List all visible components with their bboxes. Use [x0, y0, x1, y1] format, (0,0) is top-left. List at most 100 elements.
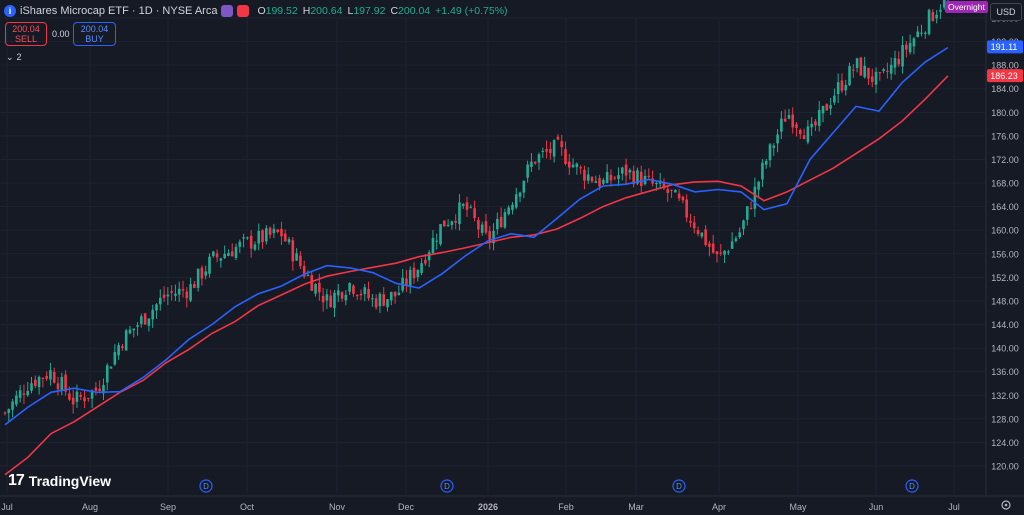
dividend-marker[interactable]: D — [905, 479, 919, 493]
candle-body — [443, 220, 446, 227]
candle-body — [787, 115, 791, 119]
candle-body — [749, 207, 753, 209]
low-value: 197.92 — [353, 5, 386, 17]
ma-slow-line — [4, 75, 949, 476]
dividend-marker[interactable]: D — [672, 479, 686, 493]
candle-body — [689, 220, 692, 223]
buy-button[interactable]: 200.04 BUY — [73, 22, 116, 46]
candle-body — [336, 290, 340, 296]
dividend-marker[interactable]: D — [199, 479, 213, 493]
candle-body — [367, 289, 370, 299]
tradingview-logo[interactable]: 17 TradingView — [8, 472, 111, 490]
low-label: L — [347, 5, 354, 17]
y-tick-label: 180.00 — [991, 108, 1019, 118]
candle-body — [15, 395, 18, 405]
candle-body — [22, 393, 26, 395]
candle-body — [158, 297, 162, 305]
symbol-header: i iShares Microcap ETF · 1D · NYSE Arca … — [4, 3, 508, 19]
candle-body — [439, 224, 442, 245]
candle-body — [571, 164, 575, 168]
candle-body — [140, 316, 143, 325]
candle-body — [708, 243, 711, 247]
dividend-icon — [199, 479, 213, 493]
candle-body — [465, 202, 469, 210]
session-badge[interactable]: Overnight — [945, 1, 988, 13]
candle-body — [109, 366, 113, 369]
candle-body — [806, 126, 810, 143]
candle-body — [715, 251, 719, 255]
chevron-down-icon: ⌄ — [6, 51, 14, 62]
candle-body — [530, 161, 533, 167]
x-tick-label: Aug — [82, 502, 98, 512]
candle-body — [727, 251, 730, 253]
candle-body — [882, 69, 885, 71]
candle-body — [677, 193, 681, 199]
candle-body — [253, 244, 257, 250]
candle-body — [374, 298, 378, 308]
candle-body — [166, 294, 170, 297]
candle-body — [651, 178, 654, 184]
candle-body — [75, 391, 79, 402]
candle-body — [870, 76, 874, 82]
candle-body — [261, 230, 264, 243]
candle-body — [389, 292, 393, 301]
candle-body — [624, 164, 628, 176]
ma-fast-price-label: 191.11 — [991, 42, 1018, 52]
candle-body — [594, 181, 598, 183]
candle-body — [177, 288, 181, 295]
y-tick-label: 136.00 — [991, 367, 1019, 377]
candle-body — [920, 32, 923, 34]
candle-body — [821, 105, 825, 114]
candle-body — [355, 294, 359, 297]
dividend-marker[interactable]: D — [440, 479, 454, 493]
symbol-logo-icon[interactable]: i — [4, 5, 16, 17]
candle-body — [189, 284, 192, 301]
candle-body — [564, 149, 567, 165]
candle-body — [526, 164, 529, 178]
candle-body — [71, 397, 75, 405]
candle-body — [556, 136, 560, 140]
candle-body — [723, 250, 726, 255]
candle-body — [791, 114, 795, 128]
candle-body — [613, 177, 617, 179]
candle-body — [772, 145, 776, 148]
candle-body — [567, 161, 571, 168]
candle-body — [56, 383, 60, 390]
candle-body — [105, 365, 109, 383]
candle-body — [223, 254, 226, 258]
indicators-toggle-button[interactable]: ⌄ 2 — [6, 50, 28, 64]
candle-body — [321, 295, 325, 303]
currency-button[interactable]: USD — [990, 3, 1022, 21]
candle-body — [632, 171, 635, 185]
open-value: 199.52 — [265, 5, 298, 17]
candle-body — [802, 135, 806, 140]
y-tick-label: 168.00 — [991, 179, 1019, 189]
extended-hours-icon — [221, 5, 234, 17]
candle-body — [45, 375, 48, 379]
sell-button[interactable]: 200.04 SELL — [5, 22, 47, 46]
y-tick-label: 184.00 — [991, 84, 1019, 94]
candle-body — [617, 174, 620, 179]
candle-body — [181, 289, 185, 291]
candle-body — [927, 9, 931, 35]
candle-body — [473, 208, 476, 219]
candle-body — [852, 69, 855, 71]
settings-gear-icon[interactable] — [1001, 500, 1011, 510]
candle-body — [889, 64, 893, 74]
candle-body — [11, 401, 14, 410]
candle-body — [90, 390, 94, 399]
x-tick-label: Jun — [869, 502, 884, 512]
candle-body — [549, 148, 552, 154]
candle-body — [799, 129, 802, 135]
candle-body — [196, 268, 200, 288]
x-tick-label: Feb — [558, 502, 574, 512]
candle-body — [662, 182, 666, 189]
candle-body — [424, 259, 427, 264]
candle-body — [291, 240, 295, 262]
candle-body — [639, 171, 643, 186]
symbol-title[interactable]: iShares Microcap ETF · 1D · NYSE Arca — [20, 5, 218, 17]
x-tick-label: Jul — [1, 502, 13, 512]
candle-body — [734, 238, 738, 242]
candle-body — [211, 251, 215, 257]
